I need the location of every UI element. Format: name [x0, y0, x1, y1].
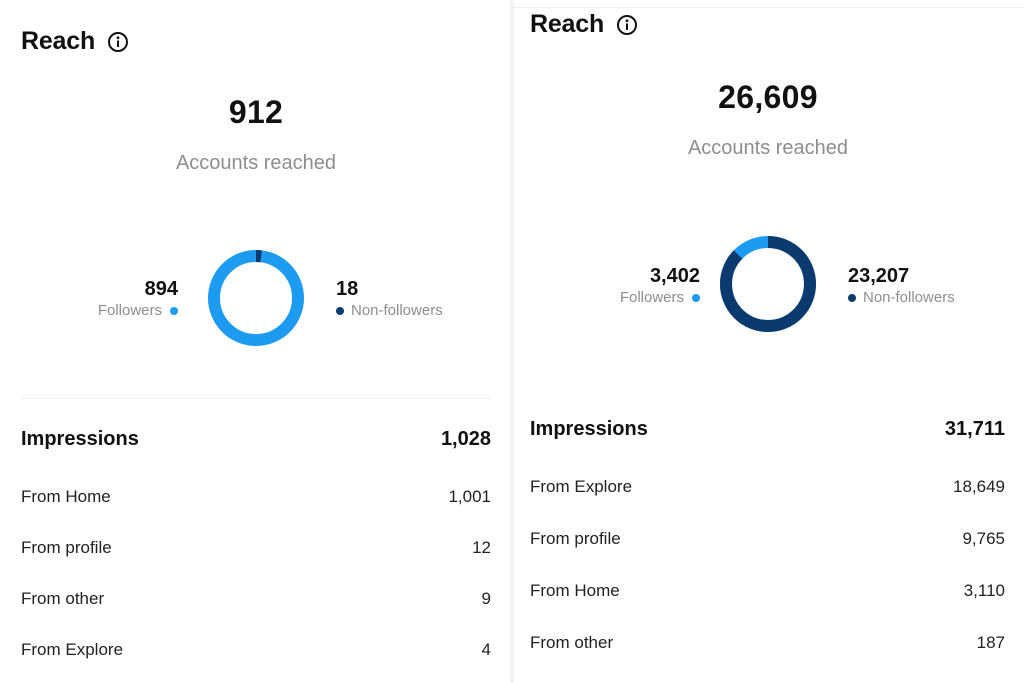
panel-divider — [510, 0, 514, 683]
non-followers-legend: 18 Non-followers — [336, 277, 443, 321]
non-followers-count: 18 — [336, 278, 359, 300]
impressions-header: Impressions 1,028 — [21, 428, 491, 451]
impressions-row: From Explore 18,649 — [530, 477, 1005, 497]
impressions-label: Impressions — [21, 428, 139, 450]
followers-dot-icon — [692, 294, 700, 302]
non-followers-count: 23,207 — [848, 265, 910, 287]
impressions-row: From profile 9,765 — [530, 529, 1005, 549]
impressions-row: From Home 1,001 — [21, 487, 491, 507]
impressions-row-label: From profile — [21, 538, 112, 557]
impressions-row-label: From other — [530, 633, 614, 652]
reach-panel-right: Reach 26,609 Accounts reached 3,402 Foll… — [512, 0, 1024, 683]
impressions-row-value: 12 — [472, 538, 491, 557]
reach-donut-chart — [720, 236, 816, 332]
non-followers-legend: 23,207 Non-followers — [848, 264, 955, 308]
reach-title: Reach — [530, 10, 605, 38]
accounts-reached-label: Accounts reached — [687, 137, 849, 159]
impressions-row-value: 4 — [481, 640, 491, 659]
section-divider — [21, 398, 491, 399]
top-border — [512, 7, 1024, 8]
impressions-row-label: From other — [21, 589, 105, 608]
impressions-row-label: From profile — [530, 529, 621, 548]
accounts-reached-value: 912 — [228, 94, 284, 130]
impressions-total: 1,028 — [440, 428, 491, 450]
impressions-row-value: 18,649 — [953, 477, 1005, 496]
non-followers-label: Non-followers — [351, 302, 443, 319]
impressions-row-value: 187 — [976, 633, 1005, 652]
impressions-row: From profile 12 — [21, 538, 491, 558]
impressions-row-value: 1,001 — [448, 487, 491, 506]
reach-title: Reach — [21, 27, 96, 55]
impressions-header: Impressions 31,711 — [530, 418, 1005, 441]
impressions-row-label: From Home — [21, 487, 111, 506]
donut-segment-non-followers — [720, 236, 816, 332]
impressions-row-value: 3,110 — [963, 581, 1005, 600]
donut-segment-followers — [208, 250, 304, 346]
followers-legend: 894 Followers — [98, 277, 178, 321]
accounts-reached-label: Accounts reached — [175, 152, 337, 174]
impressions-row-label: From Explore — [530, 477, 633, 496]
info-circle-icon[interactable] — [107, 31, 129, 53]
impressions-label: Impressions — [530, 418, 648, 440]
non-followers-dot-icon — [848, 294, 856, 302]
impressions-row: From Explore 4 — [21, 640, 491, 660]
followers-legend: 3,402 Followers — [620, 264, 700, 308]
reach-panel-left: Reach 912 Accounts reached 894 Followers… — [21, 27, 491, 660]
donut-segment-non-followers — [208, 250, 304, 346]
followers-label: Followers — [619, 289, 684, 306]
impressions-row: From other 187 — [530, 633, 1005, 653]
impressions-row: From Home 3,110 — [530, 581, 1005, 601]
impressions-row-value: 9 — [481, 589, 491, 608]
non-followers-dot-icon — [336, 307, 344, 315]
impressions-row-label: From Explore — [21, 640, 124, 659]
reach-header: Reach — [21, 27, 129, 56]
accounts-reached-value: 26,609 — [718, 79, 818, 115]
impressions-row: From other 9 — [21, 589, 491, 609]
followers-count: 894 — [144, 278, 178, 300]
info-circle-icon[interactable] — [616, 14, 638, 36]
reach-donut-chart — [208, 250, 304, 346]
followers-dot-icon — [170, 307, 178, 315]
followers-label: Followers — [97, 302, 162, 319]
impressions-row-label: From Home — [530, 581, 620, 600]
followers-count: 3,402 — [649, 265, 700, 287]
impressions-row-value: 9,765 — [962, 529, 1005, 548]
non-followers-label: Non-followers — [863, 289, 955, 306]
impressions-total: 31,711 — [944, 418, 1005, 440]
reach-header: Reach — [530, 10, 638, 39]
